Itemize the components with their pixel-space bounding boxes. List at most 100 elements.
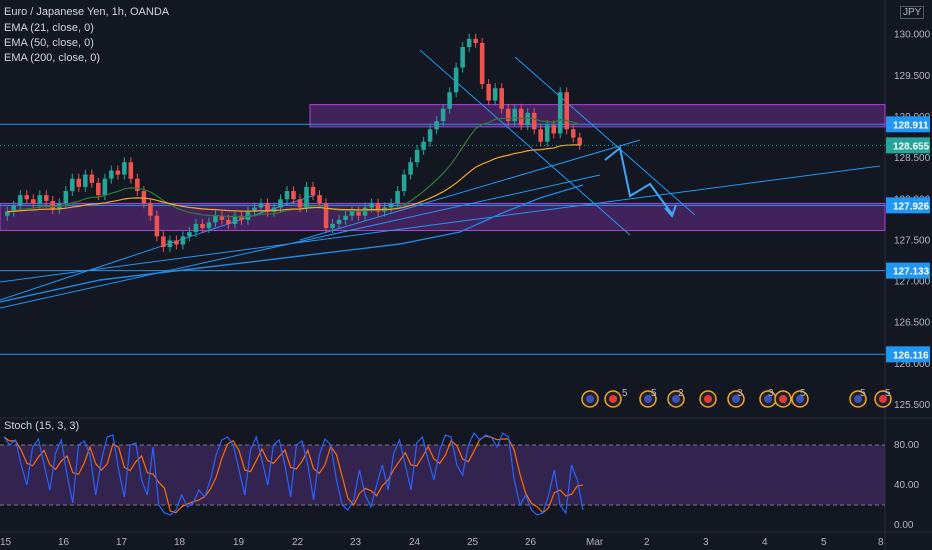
ema50-legend[interactable]: EMA (50, close, 0) — [4, 37, 94, 49]
time-tick-label: 22 — [292, 537, 304, 548]
ema21-legend[interactable]: EMA (21, close, 0) — [4, 22, 94, 34]
candle-body — [375, 203, 381, 212]
candle-body — [557, 92, 563, 134]
candle-body — [187, 232, 192, 237]
candle-body — [395, 191, 400, 204]
candle-body — [291, 191, 296, 200]
candle-body — [232, 215, 238, 224]
candle-body — [206, 222, 212, 229]
candle-body — [219, 215, 225, 220]
candle-body — [213, 215, 218, 223]
candle-body — [161, 236, 166, 247]
symbol-title[interactable]: Euro / Japanese Yen, 1h, OANDA — [4, 6, 170, 18]
candle-body — [252, 207, 257, 212]
event-marker — [704, 395, 712, 403]
candle-body — [63, 191, 69, 204]
event-marker — [879, 395, 887, 403]
candle-body — [447, 92, 452, 109]
candle-body — [518, 108, 524, 126]
candle-body — [200, 223, 205, 229]
time-tick-label: 4 — [762, 537, 768, 548]
candle-body — [388, 203, 394, 208]
time-tick-label: 2 — [644, 537, 650, 548]
candle-body — [297, 199, 303, 208]
ema200-legend[interactable]: EMA (200, close, 0) — [4, 52, 100, 64]
svg-text:126.116: 126.116 — [893, 350, 929, 361]
candle-body — [44, 195, 49, 201]
candle-body — [473, 38, 478, 43]
svg-text:128.655: 128.655 — [893, 141, 930, 152]
price-tick-label: 126.000 — [894, 359, 931, 370]
candle-body — [453, 67, 459, 93]
event-count: 5 — [800, 388, 806, 399]
price-tick-label: 128.500 — [894, 153, 931, 164]
candle-body — [330, 223, 335, 229]
candle-body — [492, 88, 498, 101]
candle-body — [414, 149, 420, 163]
event-marker — [672, 395, 680, 403]
event-count: 5 — [860, 388, 866, 399]
candle-body — [434, 121, 439, 130]
candle-body — [479, 42, 485, 85]
candle-body — [89, 174, 95, 183]
candle-body — [505, 108, 511, 122]
candle-body — [83, 174, 88, 187]
trend-line — [0, 165, 881, 283]
candle-body — [226, 219, 231, 224]
candle-body — [258, 203, 264, 208]
candle-body — [466, 38, 472, 48]
candle-body — [193, 223, 199, 233]
time-tick-label: 23 — [350, 537, 362, 548]
candle-body — [30, 199, 36, 204]
event-marker — [609, 395, 617, 403]
candle-body — [421, 141, 426, 150]
candle-body — [11, 205, 17, 212]
currency-badge[interactable]: JPY — [900, 6, 925, 19]
event-marker — [854, 395, 862, 403]
candle-body — [4, 211, 10, 216]
candle-body — [245, 211, 251, 220]
candle-body — [271, 207, 277, 212]
price-level-label: 126.116 — [886, 346, 930, 363]
price-tick-label: 127.000 — [894, 277, 931, 288]
stoch-band — [0, 445, 885, 505]
candle-body — [440, 108, 446, 122]
candle-body — [24, 195, 30, 200]
candle-body — [323, 203, 329, 229]
candle-body — [17, 195, 23, 206]
stoch-tick-label: 40.00 — [894, 480, 919, 491]
event-marker — [732, 395, 740, 403]
trend-line — [514, 56, 696, 216]
candle-body — [544, 125, 550, 142]
price-level-label: 127.133 — [886, 262, 930, 279]
trend-line — [0, 174, 601, 309]
time-tick-label: 25 — [467, 537, 479, 548]
trend-line — [0, 194, 316, 301]
time-tick-label: 17 — [116, 537, 128, 548]
candle-body — [70, 178, 75, 192]
candle-body — [141, 191, 147, 204]
stoch-tick-label: 80.00 — [894, 440, 919, 451]
candle-body — [427, 129, 433, 142]
trend-line — [299, 139, 641, 241]
price-level-label: 127.926 — [886, 197, 930, 214]
candle-body — [50, 200, 56, 210]
time-tick-label: 19 — [233, 537, 245, 548]
candle-body — [135, 178, 140, 192]
candle-body — [239, 215, 244, 220]
candle-body — [304, 186, 309, 208]
ema50-line — [7, 144, 580, 213]
candle-body — [362, 207, 368, 216]
event-marker — [586, 395, 594, 403]
event-count: 5 — [651, 388, 657, 399]
candle-body — [265, 203, 270, 212]
svg-text:127.133: 127.133 — [893, 267, 930, 278]
stoch-legend[interactable]: Stoch (15, 3, 3) — [4, 420, 80, 432]
candle-body — [96, 182, 101, 196]
event-count: 3 — [737, 388, 743, 399]
time-tick-label: 3 — [703, 537, 709, 548]
event-marker — [796, 395, 804, 403]
time-tick-label: 15 — [0, 537, 12, 548]
